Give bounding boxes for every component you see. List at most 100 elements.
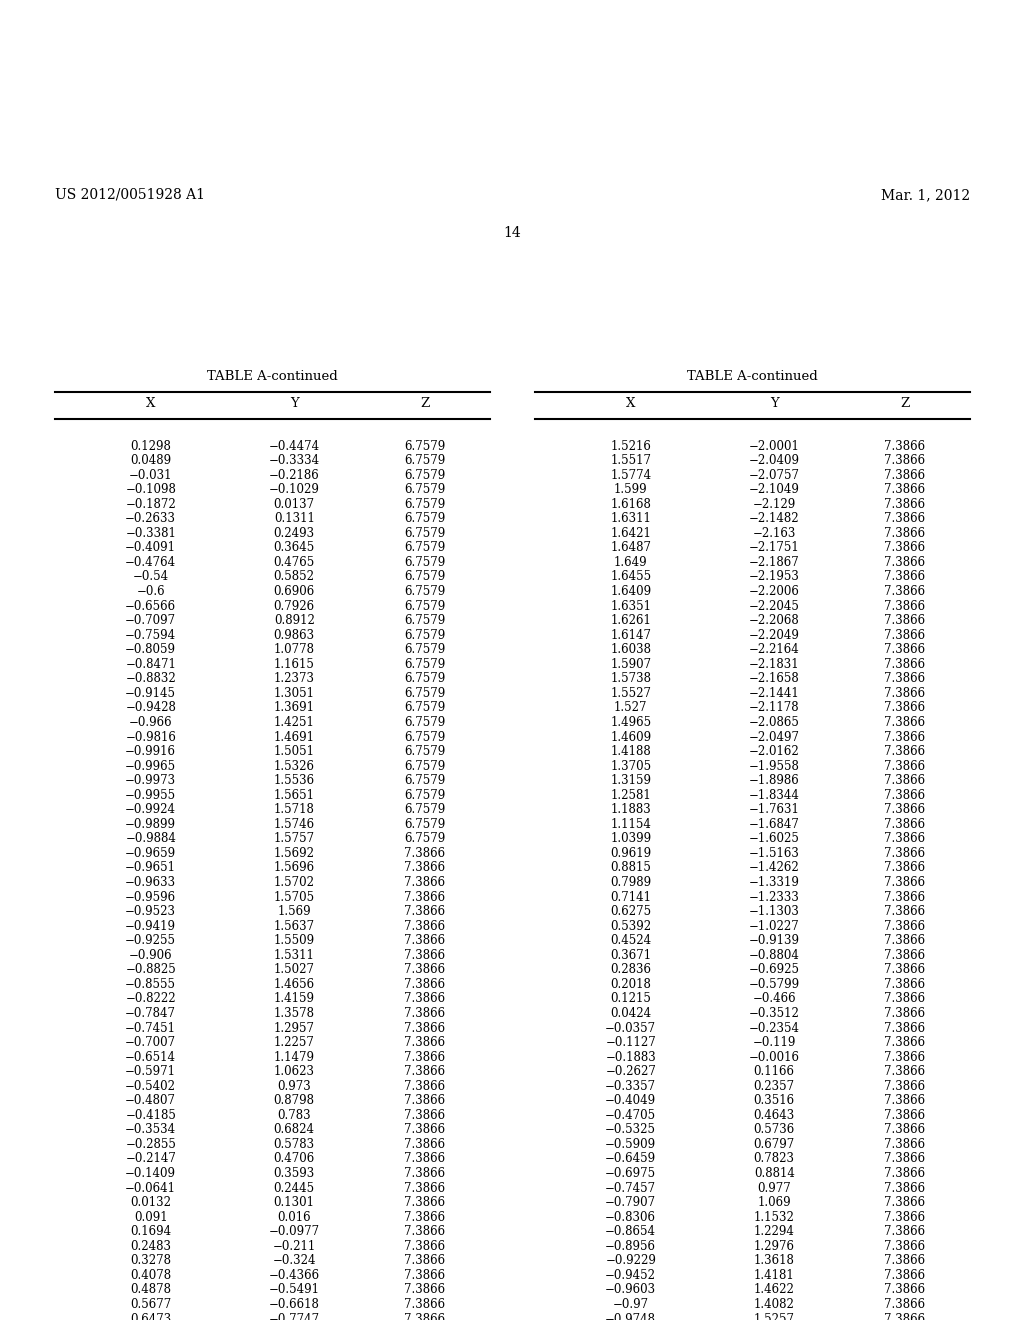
Text: 1.1154: 1.1154 bbox=[610, 818, 651, 830]
Text: 7.3866: 7.3866 bbox=[404, 1109, 445, 1122]
Text: −0.0016: −0.0016 bbox=[749, 1051, 800, 1064]
Text: 7.3866: 7.3866 bbox=[404, 1080, 445, 1093]
Text: 7.3866: 7.3866 bbox=[404, 1152, 445, 1166]
Text: −2.2045: −2.2045 bbox=[749, 599, 800, 612]
Text: 1.5509: 1.5509 bbox=[273, 935, 314, 948]
Text: −0.119: −0.119 bbox=[753, 1036, 796, 1049]
Text: 1.0778: 1.0778 bbox=[273, 643, 314, 656]
Text: 0.6797: 0.6797 bbox=[754, 1138, 795, 1151]
Text: 1.4181: 1.4181 bbox=[754, 1269, 795, 1282]
Text: −1.3319: −1.3319 bbox=[749, 876, 800, 890]
Text: 1.5651: 1.5651 bbox=[273, 789, 314, 801]
Text: 6.7579: 6.7579 bbox=[404, 440, 445, 453]
Text: 7.3866: 7.3866 bbox=[404, 1210, 445, 1224]
Text: −0.6618: −0.6618 bbox=[269, 1298, 319, 1311]
Text: −0.7747: −0.7747 bbox=[268, 1312, 319, 1320]
Text: 0.2483: 0.2483 bbox=[130, 1239, 171, 1253]
Text: 6.7579: 6.7579 bbox=[404, 498, 445, 511]
Text: Z: Z bbox=[420, 397, 429, 411]
Text: −0.0641: −0.0641 bbox=[125, 1181, 176, 1195]
Text: 7.3866: 7.3866 bbox=[884, 599, 926, 612]
Text: 0.973: 0.973 bbox=[278, 1080, 311, 1093]
Text: 1.6409: 1.6409 bbox=[610, 585, 651, 598]
Text: −0.0977: −0.0977 bbox=[268, 1225, 319, 1238]
Text: −0.9965: −0.9965 bbox=[125, 759, 176, 772]
Text: US 2012/0051928 A1: US 2012/0051928 A1 bbox=[55, 187, 205, 202]
Text: 7.3866: 7.3866 bbox=[404, 1138, 445, 1151]
Text: 0.5392: 0.5392 bbox=[610, 920, 651, 933]
Text: −0.9748: −0.9748 bbox=[605, 1312, 656, 1320]
Text: 7.3866: 7.3866 bbox=[884, 1283, 926, 1296]
Text: −2.0162: −2.0162 bbox=[749, 744, 800, 758]
Text: 7.3866: 7.3866 bbox=[884, 469, 926, 482]
Text: 0.5783: 0.5783 bbox=[273, 1138, 314, 1151]
Text: 1.4656: 1.4656 bbox=[273, 978, 314, 991]
Text: 6.7579: 6.7579 bbox=[404, 657, 445, 671]
Text: 7.3866: 7.3866 bbox=[884, 512, 926, 525]
Text: 7.3866: 7.3866 bbox=[404, 1094, 445, 1107]
Text: −0.2186: −0.2186 bbox=[269, 469, 319, 482]
Text: 6.7579: 6.7579 bbox=[404, 730, 445, 743]
Text: −0.8059: −0.8059 bbox=[125, 643, 176, 656]
Text: 7.3866: 7.3866 bbox=[404, 1312, 445, 1320]
Text: 1.1615: 1.1615 bbox=[273, 657, 314, 671]
Text: 7.3866: 7.3866 bbox=[404, 1065, 445, 1078]
Text: 0.5677: 0.5677 bbox=[130, 1298, 171, 1311]
Text: 0.7989: 0.7989 bbox=[610, 876, 651, 890]
Text: 1.5774: 1.5774 bbox=[610, 469, 651, 482]
Text: −2.1049: −2.1049 bbox=[749, 483, 800, 496]
Text: −0.8222: −0.8222 bbox=[125, 993, 176, 1006]
Text: 1.3618: 1.3618 bbox=[754, 1254, 795, 1267]
Text: −0.7457: −0.7457 bbox=[605, 1181, 656, 1195]
Text: 0.3516: 0.3516 bbox=[754, 1094, 795, 1107]
Text: −1.2333: −1.2333 bbox=[749, 891, 800, 904]
Text: 1.1479: 1.1479 bbox=[273, 1051, 314, 1064]
Text: −0.9452: −0.9452 bbox=[605, 1269, 656, 1282]
Text: −0.4764: −0.4764 bbox=[125, 556, 176, 569]
Text: 1.4159: 1.4159 bbox=[273, 993, 314, 1006]
Text: −1.6847: −1.6847 bbox=[749, 818, 800, 830]
Text: −2.1867: −2.1867 bbox=[749, 556, 800, 569]
Text: −2.1953: −2.1953 bbox=[749, 570, 800, 583]
Text: 7.3866: 7.3866 bbox=[884, 833, 926, 845]
Text: 7.3866: 7.3866 bbox=[884, 1051, 926, 1064]
Text: 7.3866: 7.3866 bbox=[884, 1181, 926, 1195]
Text: −2.1482: −2.1482 bbox=[749, 512, 800, 525]
Text: 6.7579: 6.7579 bbox=[404, 672, 445, 685]
Text: −2.1751: −2.1751 bbox=[749, 541, 800, 554]
Text: −0.5325: −0.5325 bbox=[605, 1123, 656, 1137]
Text: 6.7579: 6.7579 bbox=[404, 775, 445, 787]
Text: −2.2068: −2.2068 bbox=[749, 614, 800, 627]
Text: 7.3866: 7.3866 bbox=[884, 1239, 926, 1253]
Text: 7.3866: 7.3866 bbox=[884, 818, 926, 830]
Text: 1.069: 1.069 bbox=[758, 1196, 792, 1209]
Text: −0.1872: −0.1872 bbox=[125, 498, 176, 511]
Text: 7.3866: 7.3866 bbox=[404, 920, 445, 933]
Text: 7.3866: 7.3866 bbox=[884, 1080, 926, 1093]
Text: −2.0757: −2.0757 bbox=[749, 469, 800, 482]
Text: 0.4706: 0.4706 bbox=[273, 1152, 314, 1166]
Text: −0.8306: −0.8306 bbox=[605, 1210, 656, 1224]
Text: 1.2957: 1.2957 bbox=[273, 1022, 314, 1035]
Text: −0.7907: −0.7907 bbox=[605, 1196, 656, 1209]
Text: Y: Y bbox=[290, 397, 299, 411]
Text: −0.4049: −0.4049 bbox=[605, 1094, 656, 1107]
Text: 7.3866: 7.3866 bbox=[404, 1283, 445, 1296]
Text: 1.569: 1.569 bbox=[278, 906, 311, 919]
Text: 6.7579: 6.7579 bbox=[404, 686, 445, 700]
Text: 7.3866: 7.3866 bbox=[884, 744, 926, 758]
Text: 0.6824: 0.6824 bbox=[273, 1123, 314, 1137]
Text: 1.5702: 1.5702 bbox=[273, 876, 314, 890]
Text: 0.2836: 0.2836 bbox=[610, 964, 651, 977]
Text: 0.6906: 0.6906 bbox=[273, 585, 314, 598]
Text: 7.3866: 7.3866 bbox=[884, 527, 926, 540]
Text: 1.5517: 1.5517 bbox=[610, 454, 651, 467]
Text: 7.3866: 7.3866 bbox=[884, 1225, 926, 1238]
Text: 6.7579: 6.7579 bbox=[404, 789, 445, 801]
Text: 7.3866: 7.3866 bbox=[404, 978, 445, 991]
Text: 1.5718: 1.5718 bbox=[273, 804, 314, 816]
Text: 0.2493: 0.2493 bbox=[273, 527, 314, 540]
Text: 1.1532: 1.1532 bbox=[754, 1210, 795, 1224]
Text: 7.3866: 7.3866 bbox=[884, 643, 926, 656]
Text: 1.6351: 1.6351 bbox=[610, 599, 651, 612]
